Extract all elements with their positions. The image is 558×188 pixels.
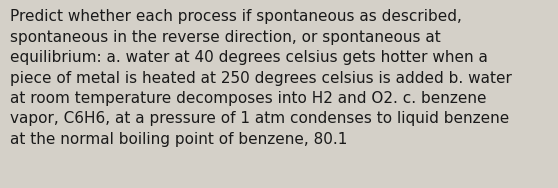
- Text: Predict whether each process if spontaneous as described,
spontaneous in the rev: Predict whether each process if spontane…: [10, 9, 512, 147]
